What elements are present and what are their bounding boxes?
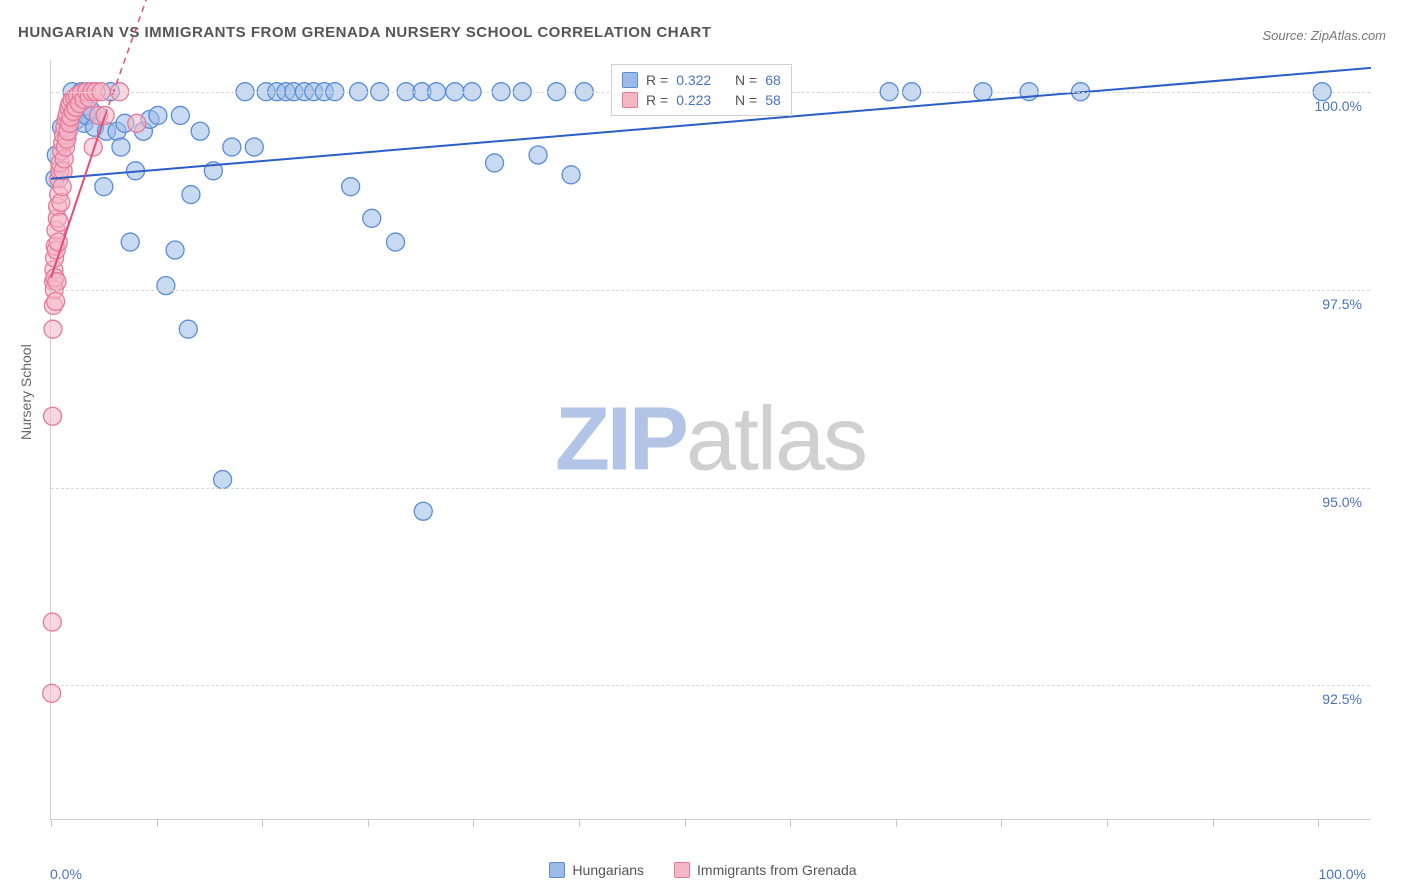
stats-r-value-pink: 0.223: [676, 92, 711, 108]
x-tick: [368, 819, 369, 827]
legend-swatch-pink: [674, 862, 690, 878]
data-point-hungarians: [166, 241, 184, 259]
y-tick-label: 100.0%: [1315, 98, 1362, 114]
data-point-grenada: [48, 273, 66, 291]
swatch-pink: [622, 92, 638, 108]
stats-n-label: N =: [735, 72, 757, 88]
x-tick: [1107, 819, 1108, 827]
x-tick: [579, 819, 580, 827]
data-point-hungarians: [121, 233, 139, 251]
data-point-hungarians: [363, 209, 381, 227]
x-tick: [685, 819, 686, 827]
data-point-hungarians: [149, 106, 167, 124]
y-tick-label: 95.0%: [1322, 494, 1362, 510]
y-tick-label: 97.5%: [1322, 296, 1362, 312]
source-attribution: Source: ZipAtlas.com: [1262, 28, 1386, 43]
data-point-hungarians: [182, 186, 200, 204]
x-tick: [896, 819, 897, 827]
data-point-hungarians: [191, 122, 209, 140]
stats-legend-box: R = 0.322 N = 68 R = 0.223 N = 58: [611, 64, 792, 116]
data-point-grenada: [44, 407, 62, 425]
stats-n-value-blue: 68: [765, 72, 781, 88]
data-point-grenada: [43, 684, 61, 702]
y-axis-label: Nursery School: [18, 344, 34, 440]
data-point-hungarians: [529, 146, 547, 164]
swatch-blue: [622, 72, 638, 88]
plot-area: ZIPatlas 100.0%97.5%95.0%92.5% R = 0.322…: [50, 60, 1370, 820]
data-point-grenada: [43, 613, 61, 631]
data-point-grenada: [128, 114, 146, 132]
x-tick: [1213, 819, 1214, 827]
scatter-svg: [51, 60, 1371, 820]
stats-row-hungarians: R = 0.322 N = 68: [622, 70, 781, 90]
data-point-hungarians: [171, 106, 189, 124]
data-point-hungarians: [223, 138, 241, 156]
legend-swatch-blue: [549, 862, 565, 878]
stats-n-value-pink: 58: [765, 92, 781, 108]
x-tick: [1001, 819, 1002, 827]
gridline: [51, 488, 1370, 489]
stats-r-label: R =: [646, 72, 668, 88]
chart-title: HUNGARIAN VS IMMIGRANTS FROM GRENADA NUR…: [18, 24, 711, 41]
data-point-hungarians: [342, 178, 360, 196]
data-point-hungarians: [414, 502, 432, 520]
data-point-grenada: [47, 292, 65, 310]
data-point-hungarians: [245, 138, 263, 156]
data-point-hungarians: [387, 233, 405, 251]
data-point-hungarians: [157, 277, 175, 295]
data-point-hungarians: [214, 471, 232, 489]
data-point-hungarians: [112, 138, 130, 156]
x-tick: [473, 819, 474, 827]
legend-label-hungarians: Hungarians: [572, 862, 644, 878]
x-tick: [1318, 819, 1319, 827]
legend-item-hungarians: Hungarians: [549, 862, 644, 878]
data-point-grenada: [44, 320, 62, 338]
data-point-hungarians: [179, 320, 197, 338]
data-point-hungarians: [486, 154, 504, 172]
legend-label-grenada: Immigrants from Grenada: [697, 862, 857, 878]
data-point-hungarians: [562, 166, 580, 184]
legend-bottom: Hungarians Immigrants from Grenada: [0, 862, 1406, 878]
x-tick: [157, 819, 158, 827]
stats-row-grenada: R = 0.223 N = 58: [622, 90, 781, 110]
data-point-grenada: [51, 213, 69, 231]
stats-n-label: N =: [735, 92, 757, 108]
legend-item-grenada: Immigrants from Grenada: [674, 862, 857, 878]
gridline: [51, 290, 1370, 291]
gridline: [51, 685, 1370, 686]
x-tick: [51, 819, 52, 827]
x-tick: [790, 819, 791, 827]
data-point-hungarians: [95, 178, 113, 196]
y-tick-label: 92.5%: [1322, 691, 1362, 707]
stats-r-label: R =: [646, 92, 668, 108]
x-tick: [262, 819, 263, 827]
stats-r-value-blue: 0.322: [676, 72, 711, 88]
